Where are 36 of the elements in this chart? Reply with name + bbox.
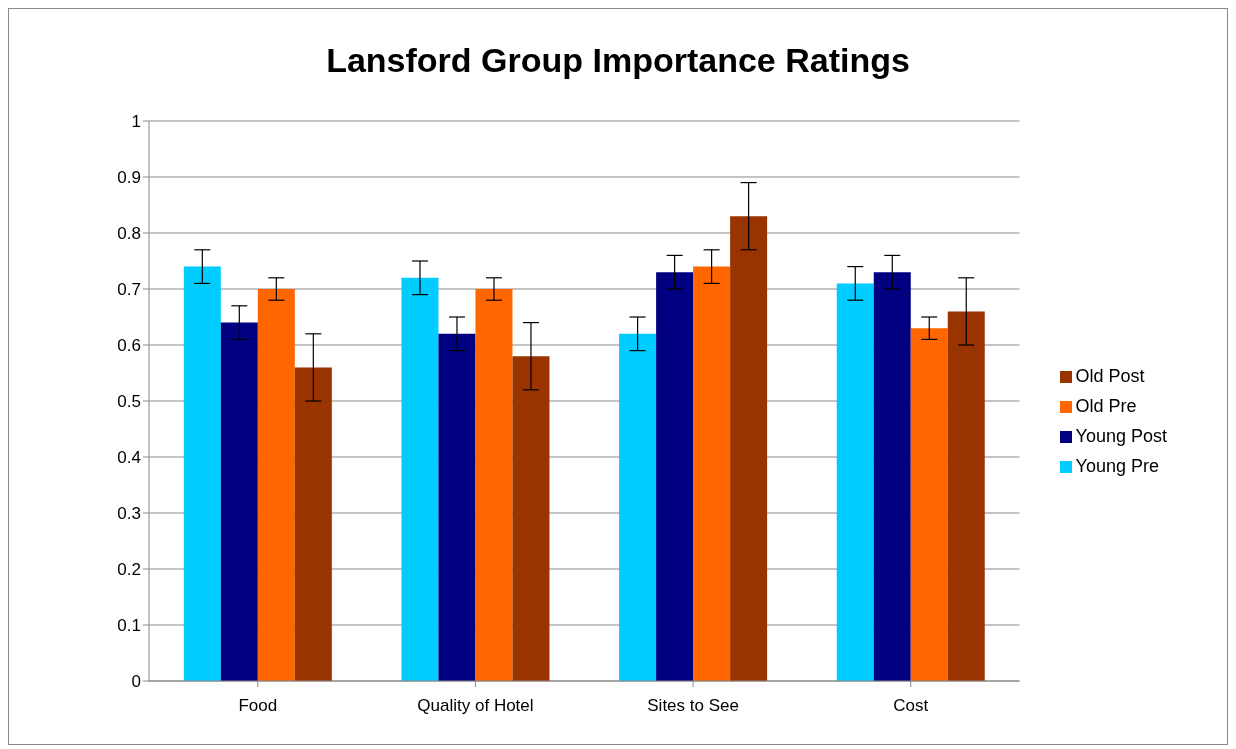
y-tick-label: 1 — [131, 112, 141, 132]
bar — [873, 272, 911, 681]
y-tick-label: 0.8 — [117, 224, 141, 244]
y-tick-label: 0.6 — [117, 336, 141, 356]
bar — [220, 322, 258, 681]
bar — [656, 272, 694, 681]
y-tick-label: 0.3 — [117, 504, 141, 524]
y-tick-label: 0.9 — [117, 168, 141, 188]
y-tick-label: 0.2 — [117, 560, 141, 580]
x-tick-label: Food — [238, 696, 278, 716]
bar — [693, 266, 731, 681]
bar — [438, 333, 476, 681]
bar — [183, 266, 221, 681]
y-tick-label: 0.1 — [117, 616, 141, 636]
bar — [401, 277, 439, 681]
x-tick-label: Cost — [893, 696, 929, 716]
bar — [475, 289, 513, 681]
x-tick-label: Sites to See — [647, 696, 739, 716]
legend-label: Young Pre — [1075, 456, 1159, 476]
legend-label: Old Pre — [1075, 396, 1137, 416]
bar — [619, 333, 657, 681]
legend-label: Old Post — [1075, 366, 1145, 386]
bar — [836, 283, 874, 681]
y-tick-label: 0 — [131, 672, 141, 692]
chart-title: Lansford Group Importance Ratings — [325, 40, 911, 81]
bar — [257, 289, 295, 681]
bar — [910, 328, 948, 681]
legend-label: Young Post — [1075, 426, 1167, 446]
bar — [947, 311, 985, 681]
bar — [730, 216, 768, 681]
bar — [512, 356, 550, 681]
y-tick-label: 0.7 — [117, 280, 141, 300]
y-tick-label: 0.5 — [117, 392, 141, 412]
bar — [294, 367, 332, 681]
x-tick-label: Quality of Hotel — [417, 696, 534, 716]
y-tick-label: 0.4 — [117, 448, 141, 468]
